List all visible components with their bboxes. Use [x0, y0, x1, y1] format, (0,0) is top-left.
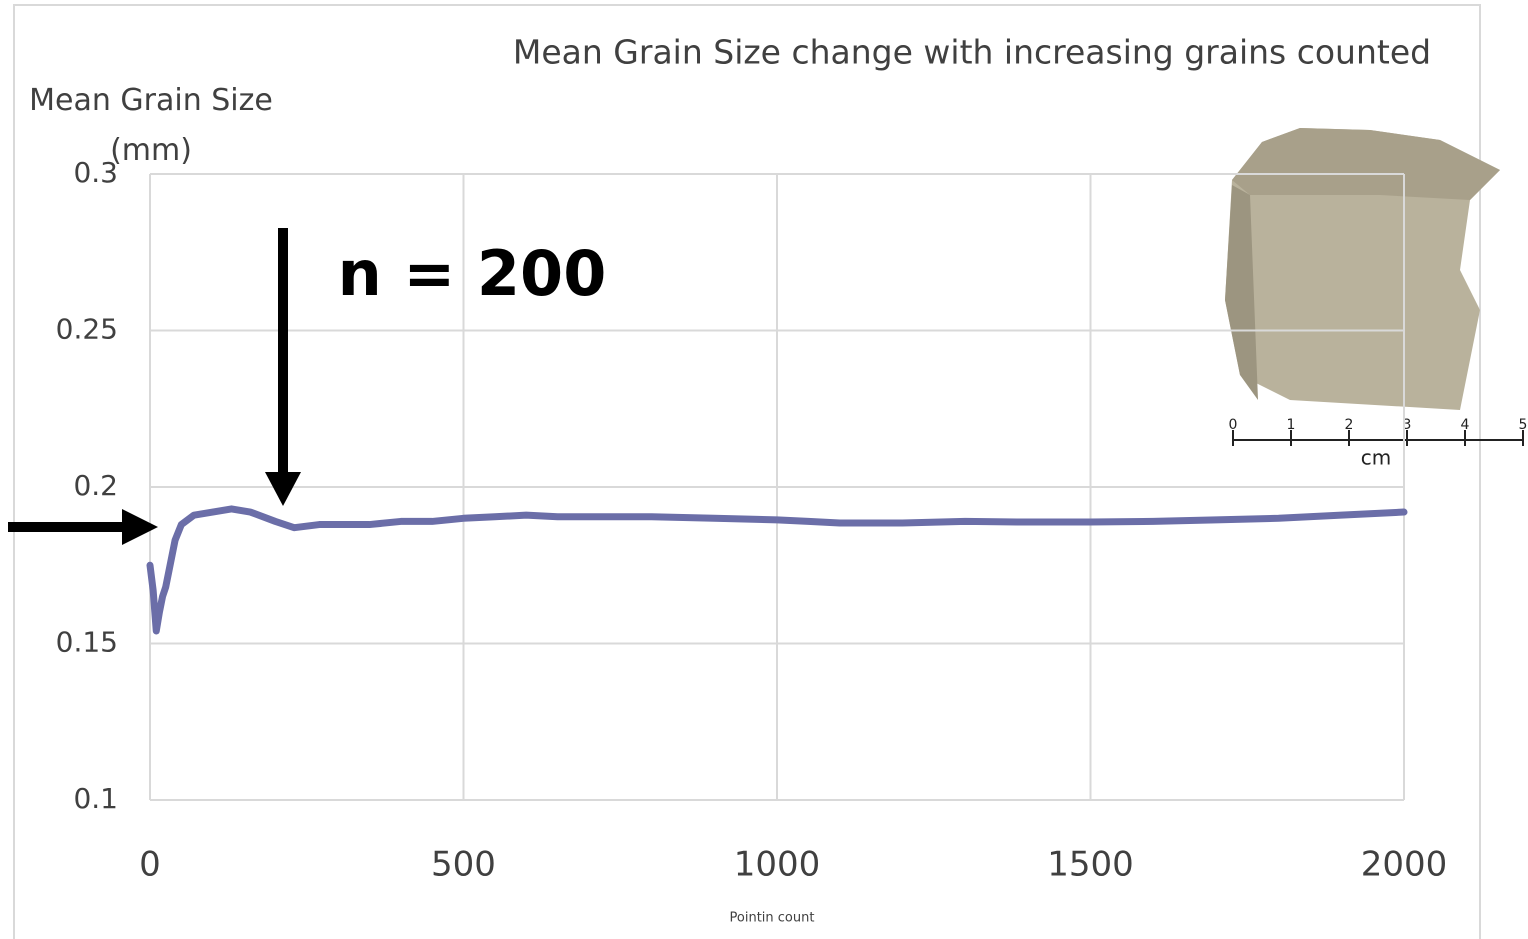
scale-label: 3 — [1403, 417, 1412, 433]
x-tick-label: 2000 — [1361, 845, 1448, 885]
scale-unit: cm — [1361, 446, 1391, 470]
scale-label: 5 — [1519, 417, 1528, 433]
y-axis-label: Mean Grain Size (mm) — [29, 83, 273, 168]
grid — [149, 173, 1405, 801]
arrow-head — [265, 472, 301, 506]
rock-top — [1232, 128, 1500, 200]
arrow-head — [122, 509, 158, 545]
x-tick-label: 0 — [139, 845, 161, 885]
scale-label: 1 — [1287, 417, 1296, 433]
y-tick-label: 0.15 — [56, 626, 118, 659]
rock — [1225, 128, 1500, 410]
chart-title: Mean Grain Size change with increasing g… — [513, 33, 1431, 72]
rock-side — [1225, 185, 1258, 400]
data-line — [146, 505, 1408, 635]
y-tick-label: 0.3 — [73, 156, 118, 189]
x-tick-label: 1000 — [734, 845, 821, 885]
y-tick-label: 0.2 — [73, 469, 118, 502]
x-tick-label: 500 — [431, 845, 496, 885]
y-tick-label: 0.25 — [56, 313, 118, 346]
x-axis-label: Pointin count — [730, 911, 815, 926]
inset-photo: 0 1 2 3 4 5 cm — [1225, 128, 1527, 470]
scale-label: 0 — [1229, 417, 1238, 433]
scale-label: 4 — [1461, 417, 1470, 433]
x-tick-label: 1500 — [1047, 845, 1134, 885]
y-tick-label: 0.1 — [73, 782, 118, 815]
scale-label: 2 — [1345, 417, 1354, 433]
chart-frame — [13, 4, 1481, 939]
annotation: n = 200 — [338, 237, 607, 310]
